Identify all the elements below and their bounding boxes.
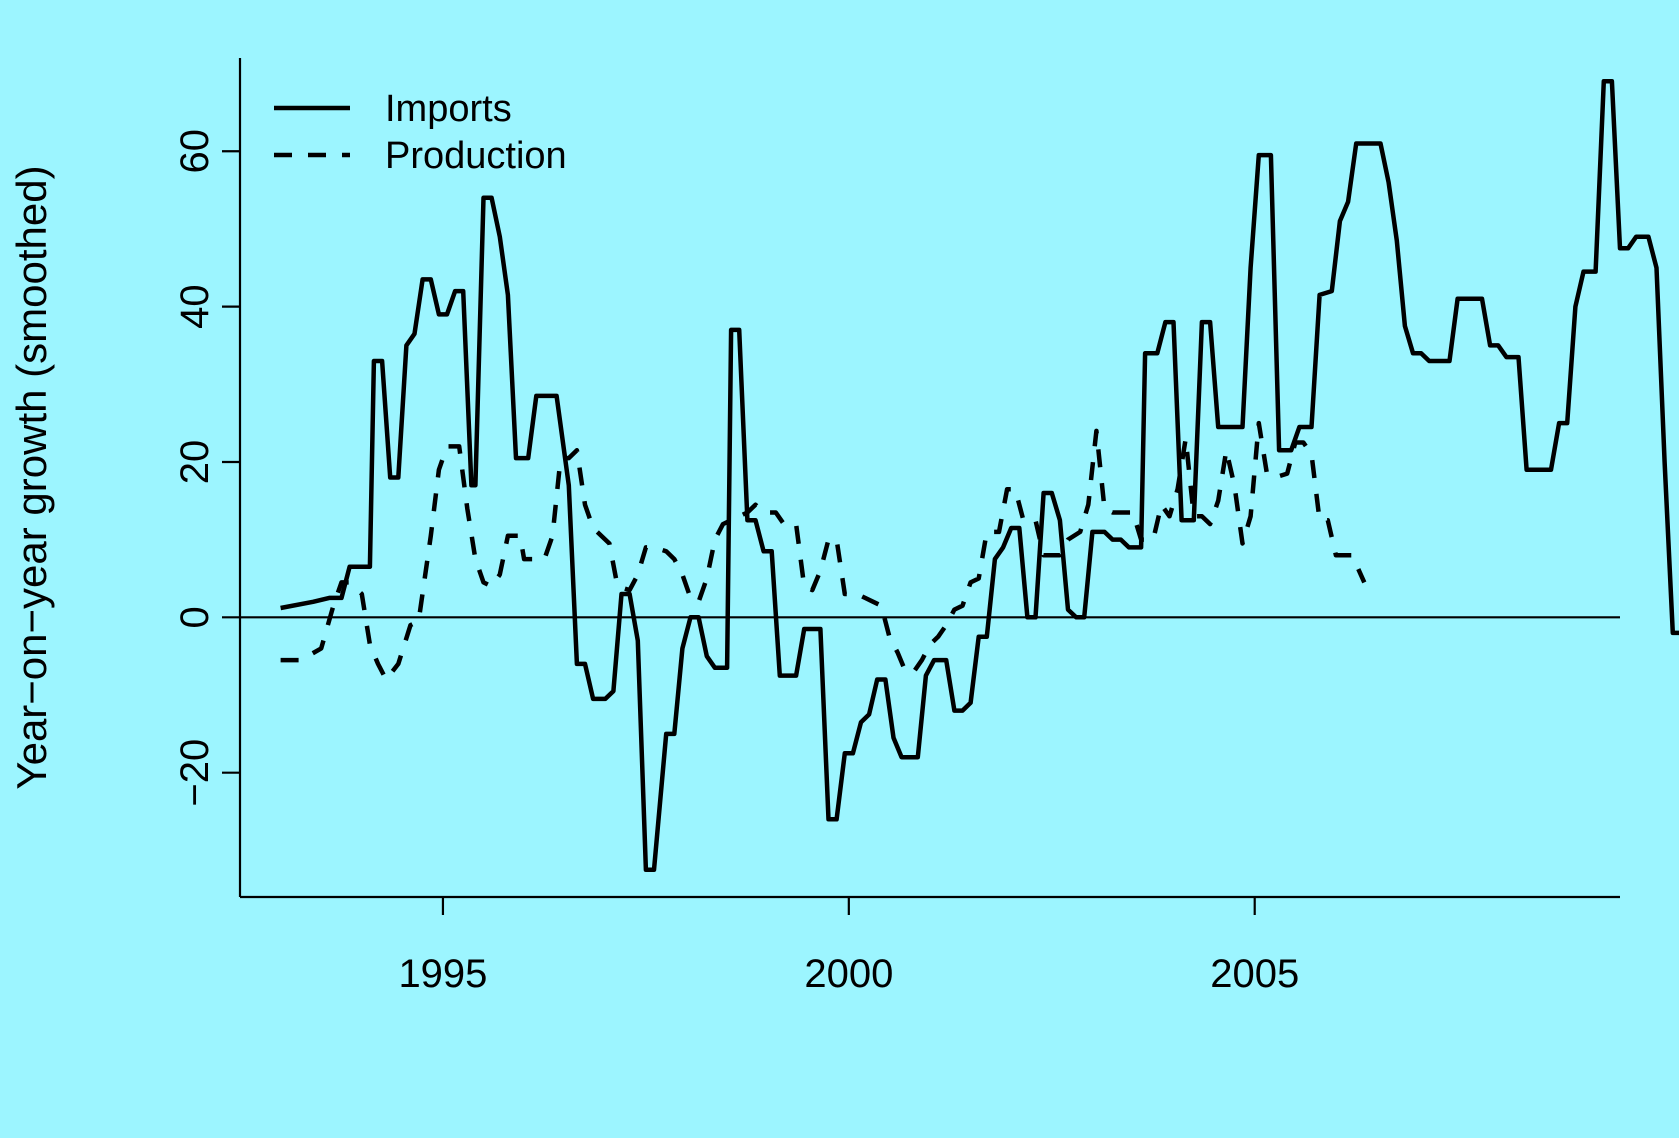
series-lines <box>280 79 1679 873</box>
x-tick-label: 2000 <box>804 952 893 996</box>
series-line-imports <box>280 79 1679 873</box>
y-tick-label: 40 <box>173 284 217 329</box>
legend-label-imports: Imports <box>385 88 512 130</box>
series-line-production <box>280 420 1367 682</box>
y-tick-label: 60 <box>173 129 217 174</box>
y-tick-label: −20 <box>173 739 217 807</box>
x-tick-label: 1995 <box>398 952 487 996</box>
y-tick-label: 0 <box>173 606 217 628</box>
y-axis-label: Year−on−year growth (smoothed) <box>8 165 55 789</box>
x-tick-label: 2005 <box>1210 952 1299 996</box>
legend-label-production: Production <box>385 135 567 177</box>
legend: Imports Production <box>274 88 567 177</box>
x-axis-ticks: 1995 2000 2005 <box>398 897 1299 996</box>
y-axis-ticks: −20 0 20 40 60 <box>173 129 240 807</box>
y-tick-label: 20 <box>173 440 217 485</box>
